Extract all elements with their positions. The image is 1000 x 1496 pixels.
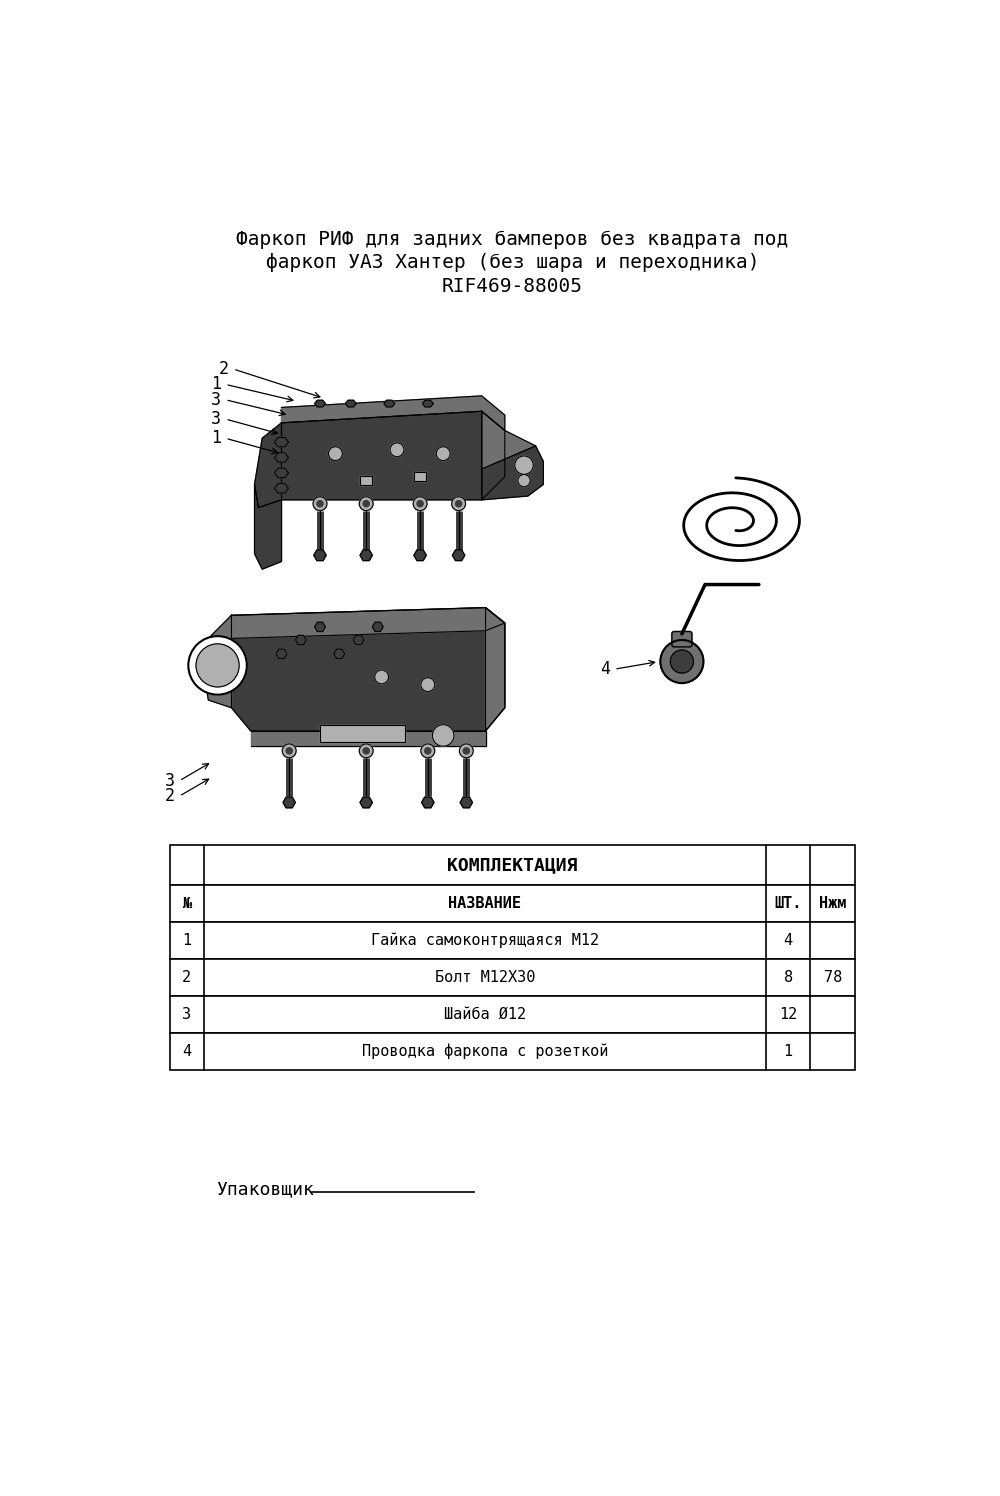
Polygon shape (482, 446, 543, 500)
Polygon shape (275, 437, 288, 447)
Polygon shape (205, 615, 231, 708)
Bar (360, 476, 372, 485)
Text: 3: 3 (211, 410, 221, 428)
Bar (360, 476, 372, 485)
Text: 8: 8 (784, 969, 793, 984)
Circle shape (421, 744, 435, 758)
Text: 1: 1 (182, 934, 191, 948)
Text: 1: 1 (211, 429, 221, 447)
Polygon shape (282, 396, 505, 431)
Bar (320, 726, 405, 742)
Circle shape (515, 456, 533, 474)
Text: 4: 4 (600, 660, 610, 678)
Text: Нжм: Нжм (819, 896, 847, 911)
Polygon shape (251, 732, 486, 747)
Polygon shape (275, 468, 288, 477)
Circle shape (317, 501, 323, 507)
Circle shape (375, 670, 389, 684)
Text: RIF469-88005: RIF469-88005 (442, 277, 583, 296)
Bar (170, 959, 855, 996)
Bar (414, 473, 426, 482)
Text: КОМПЛЕКТАЦИЯ: КОМПЛЕКТАЦИЯ (447, 856, 578, 874)
Circle shape (282, 744, 296, 758)
Text: 12: 12 (779, 1007, 797, 1022)
Text: Фаркоп РИФ для задних бамперов без квадрата под: Фаркоп РИФ для задних бамперов без квадр… (236, 230, 789, 250)
Text: фаркоп УАЗ Хантер (без шара и переходника): фаркоп УАЗ Хантер (без шара и переходник… (266, 253, 759, 272)
Polygon shape (275, 453, 288, 462)
Bar (170, 884, 855, 922)
Circle shape (328, 447, 342, 461)
Text: №: № (182, 896, 191, 911)
Circle shape (452, 497, 466, 510)
Circle shape (313, 497, 327, 510)
Circle shape (359, 497, 373, 510)
Bar (414, 473, 426, 482)
Bar (170, 845, 855, 884)
Text: Упаковщик: Упаковщик (216, 1180, 314, 1198)
Text: 1: 1 (211, 375, 221, 393)
Circle shape (463, 748, 469, 754)
Circle shape (359, 744, 373, 758)
Circle shape (459, 744, 473, 758)
Circle shape (432, 724, 454, 747)
Circle shape (196, 643, 239, 687)
Bar (170, 1032, 855, 1070)
Text: Болт М12Х30: Болт М12Х30 (435, 969, 535, 984)
Circle shape (286, 748, 292, 754)
Circle shape (363, 748, 369, 754)
Circle shape (456, 501, 462, 507)
Circle shape (188, 636, 247, 694)
Polygon shape (275, 483, 288, 494)
Circle shape (660, 640, 703, 684)
Polygon shape (482, 411, 505, 500)
Polygon shape (486, 607, 505, 732)
Polygon shape (422, 401, 433, 407)
Text: Шайба Ø12: Шайба Ø12 (444, 1007, 526, 1022)
Polygon shape (315, 401, 325, 407)
Polygon shape (282, 411, 482, 500)
Polygon shape (255, 485, 282, 568)
Circle shape (518, 474, 530, 486)
Text: 3: 3 (165, 772, 175, 790)
Polygon shape (482, 411, 536, 470)
Polygon shape (255, 423, 282, 507)
Polygon shape (231, 607, 505, 732)
Bar (170, 922, 855, 959)
Polygon shape (384, 401, 395, 407)
Text: 2: 2 (219, 361, 229, 378)
Text: 3: 3 (211, 390, 221, 408)
Circle shape (363, 501, 369, 507)
Text: 1: 1 (784, 1044, 793, 1059)
FancyBboxPatch shape (672, 631, 692, 646)
Circle shape (425, 748, 431, 754)
Text: 2: 2 (182, 969, 191, 984)
Text: НАЗВАНИЕ: НАЗВАНИЕ (448, 896, 521, 911)
Circle shape (390, 443, 404, 456)
Bar (320, 726, 405, 742)
Circle shape (670, 649, 693, 673)
Circle shape (417, 501, 423, 507)
Text: 78: 78 (824, 969, 842, 984)
Polygon shape (345, 401, 356, 407)
Polygon shape (231, 607, 505, 639)
Text: 4: 4 (784, 934, 793, 948)
Bar (170, 996, 855, 1032)
Text: 4: 4 (182, 1044, 191, 1059)
Circle shape (421, 678, 435, 691)
Text: 2: 2 (165, 787, 175, 805)
Text: ШТ.: ШТ. (774, 896, 802, 911)
Circle shape (436, 447, 450, 461)
Circle shape (413, 497, 427, 510)
Text: Гайка самоконтрящаяся М12: Гайка самоконтрящаяся М12 (371, 932, 599, 948)
Text: Проводка фаркопа с розеткой: Проводка фаркопа с розеткой (362, 1043, 608, 1059)
Text: 3: 3 (182, 1007, 191, 1022)
